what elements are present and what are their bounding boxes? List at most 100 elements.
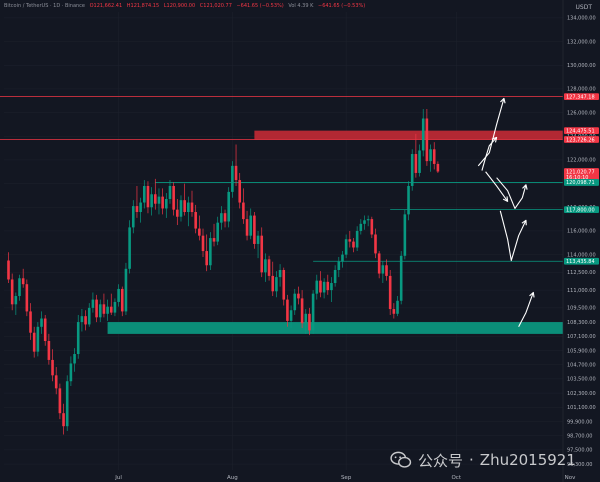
price-axis[interactable]: 134,000.00 132,000.00 130,000.00 128,000.00… (567, 16, 596, 468)
candle[interactable] (165, 193, 168, 218)
candle[interactable] (242, 188, 245, 224)
candle[interactable] (128, 220, 131, 274)
candle[interactable] (91, 292, 95, 313)
candle[interactable] (304, 309, 308, 334)
candle[interactable] (289, 305, 293, 328)
candle[interactable] (399, 251, 403, 305)
candle[interactable] (139, 197, 142, 223)
candle[interactable] (223, 209, 227, 228)
candle[interactable] (216, 216, 219, 246)
candle[interactable] (172, 182, 175, 216)
candle[interactable] (308, 307, 311, 336)
candle[interactable] (388, 269, 392, 315)
candle[interactable] (300, 290, 304, 328)
candle[interactable] (374, 228, 377, 259)
candle[interactable] (231, 161, 234, 198)
candle[interactable] (187, 196, 190, 227)
candle[interactable] (260, 227, 264, 278)
candle[interactable] (267, 255, 271, 281)
candle[interactable] (245, 210, 249, 241)
candle[interactable] (117, 284, 120, 307)
candle[interactable] (113, 298, 117, 317)
candle[interactable] (29, 303, 32, 340)
candle[interactable] (407, 181, 410, 221)
candle[interactable] (36, 322, 40, 357)
candle[interactable] (21, 268, 25, 288)
candle[interactable] (352, 238, 355, 253)
candle[interactable] (286, 294, 289, 327)
candle[interactable] (146, 181, 150, 214)
candle[interactable] (253, 212, 256, 249)
candle[interactable] (293, 288, 297, 315)
candle[interactable] (249, 208, 253, 240)
candle[interactable] (381, 261, 385, 284)
candle[interactable] (40, 311, 43, 334)
candle[interactable] (183, 183, 186, 216)
candle[interactable] (95, 294, 98, 323)
candle[interactable] (135, 185, 139, 218)
candle[interactable] (120, 286, 124, 317)
candle[interactable] (76, 314, 80, 359)
candle[interactable] (190, 190, 194, 217)
candle[interactable] (142, 180, 146, 209)
candle[interactable] (80, 309, 84, 332)
candle[interactable] (264, 253, 267, 282)
candle[interactable] (326, 274, 330, 295)
candle[interactable] (363, 215, 366, 230)
candle[interactable] (238, 172, 242, 209)
candle[interactable] (396, 296, 399, 317)
candle[interactable] (32, 326, 36, 358)
candle[interactable] (322, 278, 326, 299)
candle[interactable] (425, 109, 429, 166)
candle[interactable] (418, 144, 421, 177)
candle[interactable] (14, 292, 18, 315)
candle[interactable] (344, 234, 348, 259)
candle[interactable] (275, 271, 278, 298)
candle[interactable] (421, 109, 425, 157)
symbol-title[interactable]: Bitcoin / TetherUS · 1D · Binance (4, 3, 85, 9)
candle[interactable] (429, 144, 432, 172)
candles[interactable] (7, 109, 440, 435)
candle[interactable] (58, 383, 62, 420)
candle[interactable] (315, 274, 319, 300)
candle[interactable] (194, 204, 197, 234)
candle[interactable] (73, 348, 76, 372)
candle[interactable] (333, 265, 337, 287)
candle[interactable] (69, 356, 73, 386)
candle[interactable] (102, 293, 106, 318)
candle[interactable] (348, 230, 352, 248)
candle[interactable] (62, 403, 65, 435)
candle[interactable] (98, 299, 102, 323)
candle[interactable] (109, 293, 113, 315)
candle[interactable] (87, 303, 91, 327)
time-axis[interactable]: Jul Aug Sep Oct Nov (114, 475, 576, 481)
candle[interactable] (124, 262, 128, 315)
candle[interactable] (366, 215, 370, 227)
candle[interactable] (319, 271, 322, 298)
candle[interactable] (18, 274, 21, 301)
candle[interactable] (198, 215, 201, 241)
candle[interactable] (311, 290, 315, 334)
candle[interactable] (227, 187, 230, 228)
candle[interactable] (282, 267, 286, 306)
candle[interactable] (10, 273, 14, 311)
candle[interactable] (212, 223, 216, 247)
candle[interactable] (209, 232, 212, 270)
candle[interactable] (410, 149, 414, 191)
candle[interactable] (131, 200, 135, 234)
candle[interactable] (234, 144, 238, 186)
candle[interactable] (7, 252, 10, 284)
candle[interactable] (179, 195, 183, 222)
candle[interactable] (377, 251, 381, 279)
candle[interactable] (355, 226, 359, 252)
candle[interactable] (370, 216, 374, 239)
candle[interactable] (205, 234, 208, 272)
candle[interactable] (341, 251, 344, 268)
candle[interactable] (157, 188, 161, 215)
currency-unit[interactable]: USDT (575, 4, 593, 11)
candle[interactable] (297, 286, 300, 305)
candle[interactable] (256, 230, 260, 259)
candle[interactable] (278, 264, 282, 287)
candle[interactable] (43, 314, 47, 346)
